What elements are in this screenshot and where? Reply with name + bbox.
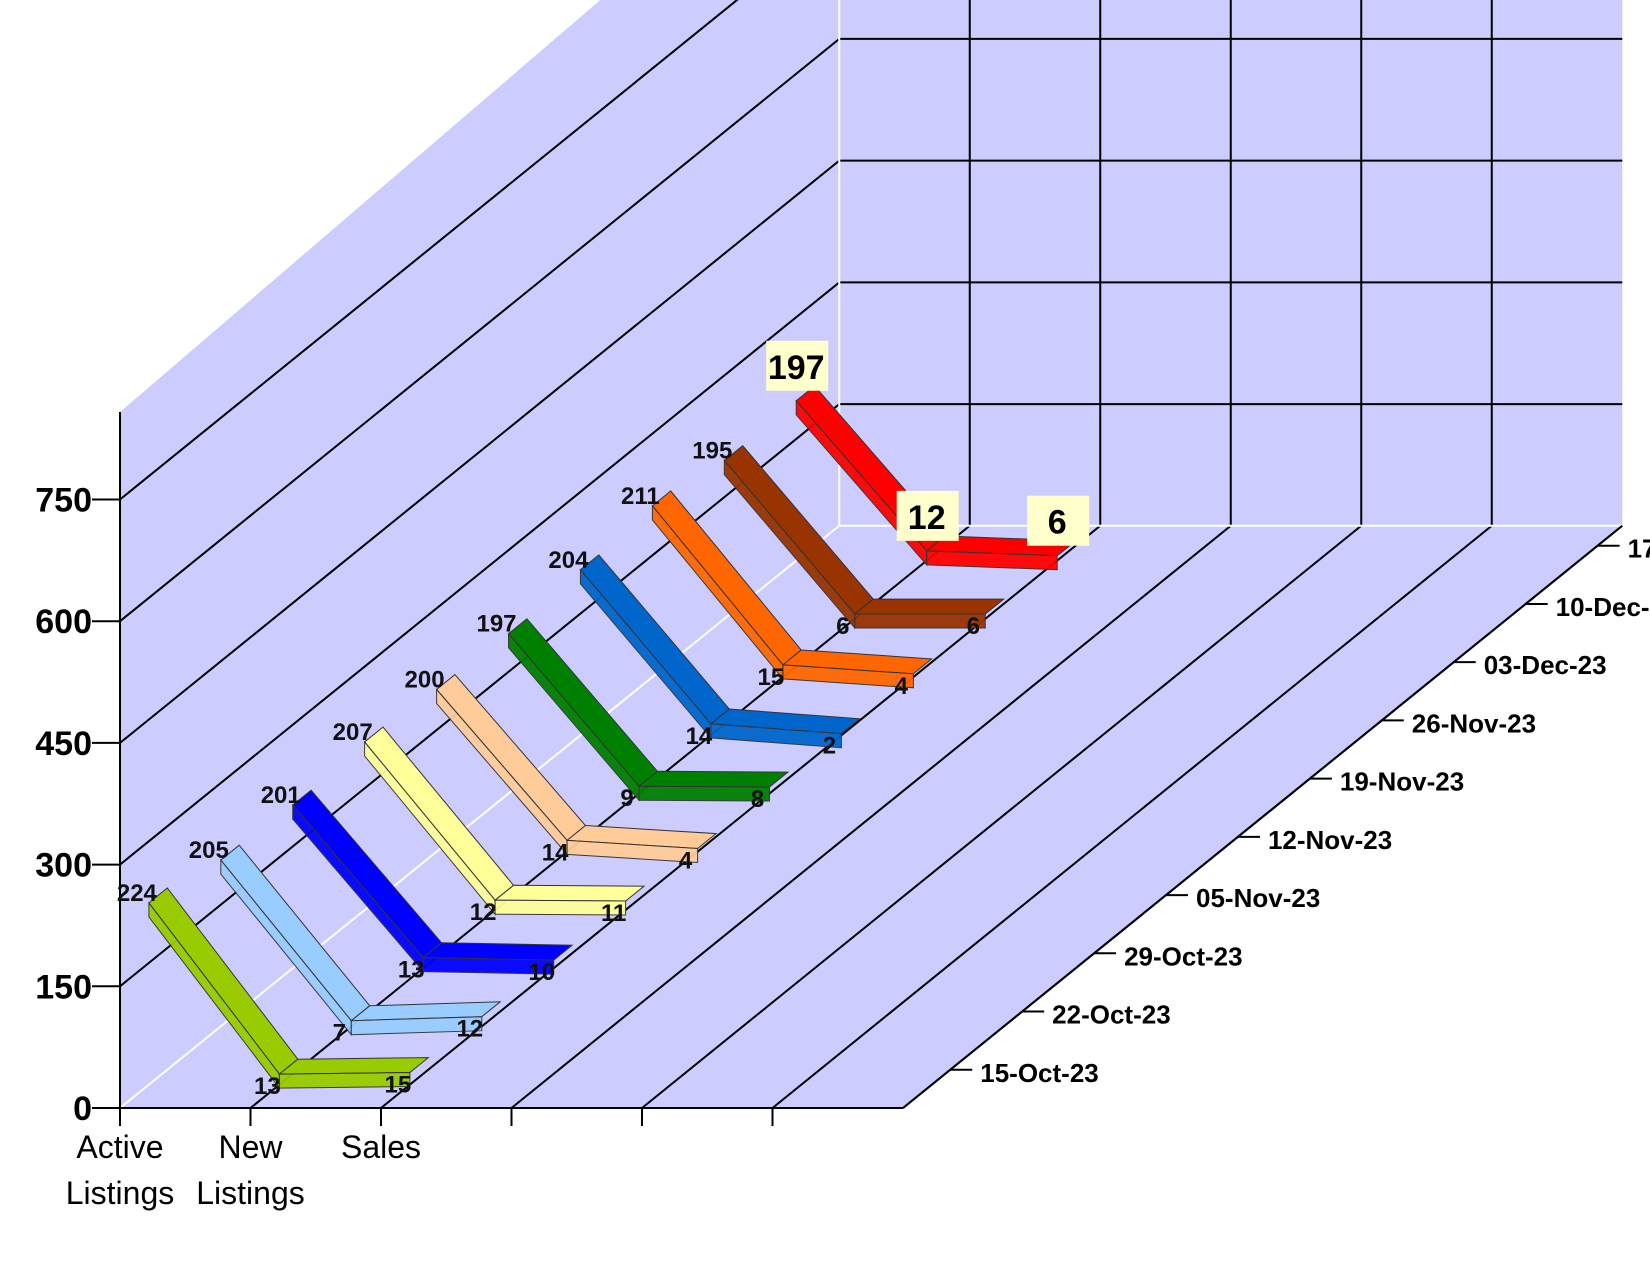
- data-label: 197: [768, 349, 825, 387]
- y-tick-label: 450: [35, 725, 92, 763]
- data-label: 2: [823, 733, 836, 760]
- data-label: 211: [621, 483, 660, 510]
- data-label: 14: [686, 723, 713, 750]
- x-tick-label: Listings: [66, 1175, 175, 1211]
- y-tick-label: 0: [73, 1090, 92, 1128]
- series-segment-front: [926, 550, 1058, 571]
- series-label: 15-Oct-23: [980, 1058, 1099, 1088]
- series-line: [723, 445, 1006, 630]
- series-segment-front: [566, 839, 699, 864]
- data-label: 12: [470, 899, 497, 926]
- data-label: 12: [456, 1016, 483, 1043]
- series-label: 05-Nov-23: [1196, 883, 1320, 913]
- data-label: 11: [601, 900, 626, 927]
- data-label-box: [1027, 495, 1090, 546]
- series-line: [363, 726, 646, 916]
- data-label: 6: [836, 613, 849, 640]
- series-segment-top: [853, 598, 1006, 615]
- data-label: 195: [692, 438, 732, 465]
- data-label-box: [766, 340, 829, 391]
- data-label: 14: [542, 839, 569, 866]
- chart-series: [148, 385, 1077, 1090]
- series-label: 03-Dec-23: [1484, 650, 1607, 680]
- series-label: 29-Oct-23: [1124, 941, 1243, 971]
- data-label: 200: [405, 666, 445, 693]
- data-label: 6: [1048, 504, 1067, 542]
- series-label: 22-Oct-23: [1052, 1000, 1171, 1030]
- series-segment-top: [637, 770, 790, 788]
- y-tick-label: 750: [35, 482, 92, 520]
- data-label: 201: [261, 782, 301, 809]
- series-line: [291, 789, 574, 975]
- series-line: [651, 490, 933, 689]
- x-tick-label: Sales: [341, 1129, 421, 1165]
- x-tick-label: Listings: [196, 1175, 305, 1211]
- data-label: 224: [117, 880, 158, 907]
- data-label: 12: [908, 499, 946, 537]
- series-line: [435, 673, 718, 864]
- series-line: [220, 844, 502, 1037]
- floor-line: [771, 524, 1493, 1109]
- x-tick-label: Active: [76, 1129, 163, 1165]
- y-tick-label: 150: [35, 968, 92, 1006]
- series-line: [148, 887, 430, 1090]
- data-label: 15: [757, 664, 784, 691]
- series-segment-front: [278, 1071, 411, 1089]
- data-label: 197: [476, 611, 516, 638]
- data-label: 4: [895, 673, 909, 700]
- series-line: [579, 554, 862, 749]
- data-label: 6: [967, 613, 980, 640]
- data-label: 15: [385, 1071, 412, 1098]
- data-label: 10: [528, 959, 555, 986]
- series-label: 26-Nov-23: [1412, 708, 1536, 738]
- chart-left-wall: [120, 0, 840, 1108]
- series-segment-front: [854, 613, 986, 629]
- data-label: 13: [254, 1073, 281, 1100]
- series-segment-front: [638, 785, 770, 802]
- series-label: 12-Nov-23: [1268, 825, 1392, 855]
- chart-labels: 197 12 6 195 6 6 211 15 4 204 14 2 197 9 8 200 14 4 207 12 1…: [117, 340, 1090, 1100]
- series-label: 17-Dec-23: [1628, 534, 1650, 564]
- series-segment-front: [494, 899, 627, 916]
- data-label: 8: [751, 786, 764, 813]
- x-tick-label: New: [218, 1129, 283, 1165]
- data-label: 4: [679, 847, 693, 874]
- data-label: 207: [333, 719, 373, 746]
- series-segment-front: [782, 664, 914, 689]
- data-label: 7: [333, 1020, 346, 1047]
- y-tick-label: 600: [35, 603, 92, 641]
- data-label: 13: [398, 957, 425, 984]
- data-label: 204: [548, 547, 589, 574]
- floor-line: [510, 524, 1232, 1109]
- gridline-y: [119, 0, 739, 501]
- series-segment-top: [421, 942, 574, 961]
- y-tick-label: 300: [35, 847, 92, 885]
- floor-line: [641, 524, 1362, 1109]
- chart-walls: [120, 0, 1623, 1108]
- series-line: [507, 618, 790, 802]
- series-segment-top: [493, 884, 646, 902]
- data-label: 9: [620, 785, 633, 812]
- series-segment-front: [710, 723, 842, 749]
- series-label: 19-Nov-23: [1340, 767, 1464, 797]
- chart-axes: 0 150 300 450 600 750 Active Listings New Listing…: [35, 412, 1650, 1211]
- data-label: 205: [189, 837, 229, 864]
- series-label: 10-Dec-23: [1556, 592, 1650, 622]
- series-segment-front: [422, 957, 555, 975]
- data-label-box: [896, 490, 959, 541]
- series-segment-front: [350, 1016, 483, 1036]
